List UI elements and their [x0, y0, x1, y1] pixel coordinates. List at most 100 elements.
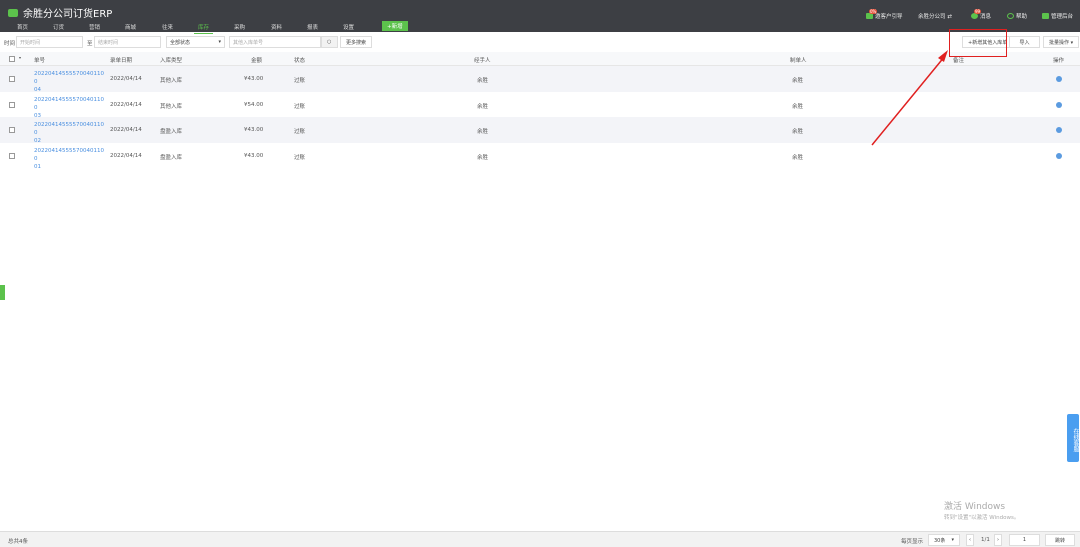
row-creator: 余胜: [792, 103, 804, 110]
row-id-main: 20220414555570040110 0: [34, 96, 104, 111]
more-search-button[interactable]: 更多搜索: [340, 36, 373, 48]
jump-button[interactable]: 跳转: [1045, 534, 1075, 546]
nav-orders[interactable]: 订货: [53, 25, 65, 31]
windows-watermark: 激活 Windows 转到"设置"以激活 Windows。: [944, 499, 1019, 521]
chevron-down-icon: ▾: [951, 537, 954, 543]
search-input[interactable]: 其他入库单号: [229, 36, 321, 48]
page-input[interactable]: 1: [1009, 534, 1040, 546]
globe-icon[interactable]: [1056, 127, 1062, 133]
row-handler: 余胜: [477, 129, 489, 135]
row-id-link[interactable]: 20220414555570040110 0 04: [34, 70, 104, 94]
table-row: 20220414555570040110 0 03 2022/04/14 其他入库…: [0, 91, 1080, 120]
row-id-suffix: 01: [34, 163, 41, 170]
row-amount: ¥43.00: [244, 127, 264, 133]
table-row: 20220414555570040110 0 02 2022/04/14 盘盈入库…: [0, 117, 1080, 145]
nav-home[interactable]: 首页: [17, 25, 29, 31]
row-id-main: 20220414555570040110 0: [34, 122, 104, 136]
row-type: 其他入库: [160, 103, 183, 110]
end-date-input[interactable]: 结束时间: [94, 36, 161, 48]
row-checkbox[interactable]: [9, 76, 15, 82]
globe-icon[interactable]: [1056, 76, 1062, 82]
globe-icon[interactable]: [1056, 152, 1062, 159]
app-logo: 余胜分公司订货ERP: [8, 5, 112, 20]
nav-reports[interactable]: 报表: [307, 25, 319, 31]
header-actions: 操作: [1053, 58, 1065, 64]
total-count: 总共4条: [8, 539, 28, 545]
header-date: 录单日期: [110, 58, 133, 64]
page-indicator: 1/1: [981, 537, 990, 543]
globe-icon[interactable]: [1056, 101, 1062, 108]
sidebar-toggle[interactable]: [0, 285, 5, 300]
nav-settings[interactable]: 设置: [343, 25, 355, 31]
row-creator: 余胜: [792, 78, 804, 84]
nav-purchase[interactable]: 采购: [234, 25, 246, 31]
search-button[interactable]: ○: [321, 36, 338, 48]
header-id: 单号: [34, 58, 46, 64]
online-service-button[interactable]: 在线客服: [1067, 414, 1079, 462]
guide-badge: 0%: [869, 9, 878, 14]
header-note: 备注: [953, 58, 965, 64]
row-date: 2022/04/14: [110, 76, 142, 82]
messages-label: 消息: [980, 14, 992, 20]
guide-link[interactable]: 0% 邀客户引导: [866, 9, 903, 20]
row-date: 2022/04/14: [110, 101, 142, 108]
select-all-checkbox[interactable]: [9, 56, 15, 62]
row-checkbox[interactable]: [9, 152, 15, 159]
guide-icon: 0%: [866, 9, 878, 19]
nav-marketing[interactable]: 营销: [89, 25, 101, 31]
per-page-value: 30条: [934, 538, 946, 544]
row-id-link[interactable]: 20220414555570040110 0 02: [34, 121, 104, 145]
prev-page-button[interactable]: ‹: [966, 534, 974, 546]
status-select[interactable]: 全部状态 ▾: [166, 36, 225, 48]
chevron-down-icon: ▾: [218, 39, 221, 45]
status-value: 全部状态: [170, 40, 191, 46]
row-type: 其他入库: [160, 78, 183, 84]
header-creator: 制单人: [790, 58, 807, 64]
row-status: 过账: [294, 78, 306, 84]
header-amount: 金额: [251, 58, 263, 64]
nav-add-button[interactable]: +新增: [382, 21, 408, 31]
messages-link[interactable]: 99 消息: [971, 9, 992, 20]
nav-mall[interactable]: 商城: [125, 25, 137, 31]
batch-actions-button[interactable]: 批量操作 ▾: [1043, 36, 1080, 48]
top-bar: 余胜分公司订货ERP 首页 订货 营销 商城 往来 库存 采购 资料 报表 设置…: [0, 0, 1080, 34]
row-date: 2022/04/14: [110, 127, 142, 133]
row-id-link[interactable]: 20220414555570040110 0 03: [34, 96, 104, 120]
row-checkbox[interactable]: [9, 127, 15, 133]
help-link[interactable]: 帮助: [1007, 12, 1027, 20]
admin-link[interactable]: 管理后台: [1042, 12, 1073, 20]
app-title: 余胜分公司订货ERP: [23, 9, 113, 20]
row-id-suffix: 02: [34, 138, 41, 144]
row-amount: ¥43.00: [244, 76, 264, 82]
guide-label: 邀客户引导: [875, 14, 903, 20]
annotation-box: [949, 29, 1007, 57]
row-status: 过账: [294, 154, 306, 161]
table-header: ▾ 单号 录单日期 入库类型 金额 状态 经手人 制单人 备注 操作: [0, 52, 1080, 66]
next-page-button[interactable]: ›: [994, 534, 1002, 546]
per-page-select[interactable]: 30条 ▾: [928, 534, 960, 546]
row-creator: 余胜: [792, 154, 804, 161]
nav-inventory[interactable]: 库存: [194, 23, 214, 34]
admin-icon: [1042, 13, 1049, 19]
row-handler: 余胜: [477, 78, 489, 84]
search-icon: ○: [327, 39, 332, 45]
row-id-link[interactable]: 20220414555570040110 0 01: [34, 147, 104, 171]
select-dropdown-icon[interactable]: ▾: [19, 55, 22, 60]
header-type: 入库类型: [160, 58, 183, 64]
admin-label: 管理后台: [1051, 14, 1074, 20]
footer: 总共4条 每页显示 30条 ▾ ‹ 1/1 › 1 跳转: [0, 531, 1080, 547]
row-type: 盘盈入库: [160, 154, 183, 161]
nav-data[interactable]: 资料: [271, 25, 283, 31]
row-checkbox[interactable]: [9, 101, 15, 108]
row-id-main: 20220414555570040110 0: [34, 71, 104, 85]
nav-accounts[interactable]: 往来: [162, 25, 174, 31]
import-button[interactable]: 导入: [1009, 36, 1040, 48]
start-date-input[interactable]: 开始时间: [16, 36, 83, 48]
company-switch[interactable]: 余胜分公司 ⇄: [918, 14, 952, 20]
watermark-line2: 转到"设置"以激活 Windows。: [944, 515, 1020, 521]
logo-icon: [8, 8, 18, 17]
row-creator: 余胜: [792, 129, 804, 135]
watermark-line1: 激活 Windows: [944, 502, 1006, 512]
help-label: 帮助: [1016, 14, 1028, 20]
